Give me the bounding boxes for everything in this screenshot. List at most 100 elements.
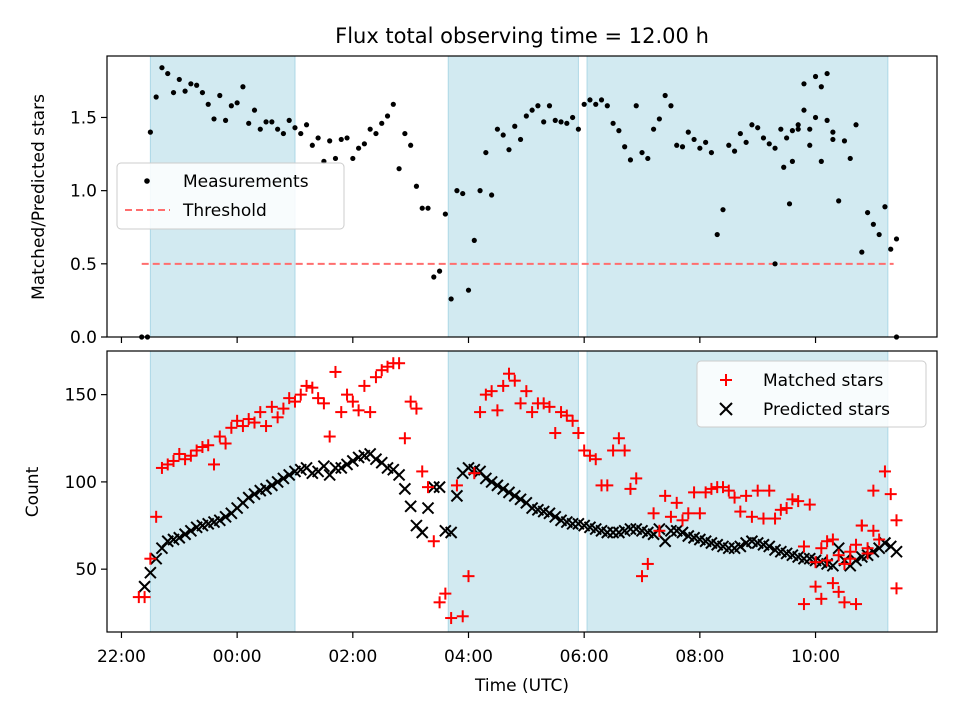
measurement-point	[176, 76, 182, 83]
measurement-point	[269, 119, 275, 125]
measurement-point	[616, 128, 622, 134]
matched-star-point	[404, 395, 417, 408]
y-tick-label: 100	[65, 473, 97, 493]
matched-star-point	[653, 524, 666, 537]
x-tick-label: 04:00	[444, 647, 493, 667]
measurement-point	[818, 158, 824, 164]
measurement-point	[489, 192, 495, 198]
matched-star-point	[248, 416, 261, 429]
matched-star-point	[670, 496, 683, 509]
matched-star-point	[734, 505, 747, 518]
measurement-point	[789, 128, 796, 134]
matched-star-point	[329, 365, 342, 378]
matched-star-point	[850, 598, 863, 611]
measurement-point	[610, 120, 616, 126]
matched-star-point	[751, 484, 764, 497]
y-tick-label: 150	[65, 386, 97, 406]
predicted-star-point	[549, 510, 562, 524]
matched-star-point	[832, 585, 845, 598]
measurement-point	[523, 113, 529, 119]
measurement-point	[650, 126, 657, 132]
matched-star-point	[664, 510, 677, 523]
measurement-point	[448, 296, 454, 302]
measurement-point	[674, 142, 680, 148]
measurement-point	[153, 94, 159, 100]
matched-star-point	[838, 557, 851, 570]
measurement-point	[506, 147, 512, 153]
measurement-point	[830, 136, 836, 143]
top-x-ticks	[120, 337, 817, 343]
measurement-point	[344, 135, 350, 141]
measurement-points	[139, 65, 900, 340]
measurement-point	[436, 268, 443, 274]
measurement-point	[222, 117, 229, 123]
matched-star-point	[850, 538, 863, 551]
x-tick-label: 08:00	[675, 647, 724, 667]
predicted-star-point	[849, 554, 863, 567]
measurement-point	[309, 142, 315, 148]
measurement-point	[598, 97, 605, 103]
matched-star-point	[745, 510, 758, 523]
top-axes-frame	[106, 55, 938, 338]
matched-star-point	[607, 444, 620, 457]
matched-star-point	[676, 514, 689, 527]
matched-star-point	[543, 400, 556, 413]
matched-star-point	[844, 545, 857, 558]
measurement-point	[743, 139, 749, 145]
predicted-star-point	[213, 514, 226, 527]
measurement-point	[194, 82, 200, 88]
observing-band	[586, 55, 889, 338]
measurement-point	[205, 101, 211, 107]
legend-measurements-label: Measurements	[183, 172, 309, 192]
measurement-point	[465, 287, 472, 293]
matched-star-point	[167, 454, 180, 467]
predicted-star-point	[566, 517, 579, 530]
matched-star-point	[786, 493, 799, 506]
measurement-point	[240, 84, 246, 90]
matched-star-point	[450, 479, 463, 492]
matched-star-point	[358, 379, 371, 392]
measurement-point	[541, 119, 547, 125]
measurement-point	[888, 246, 894, 252]
measurement-point	[286, 117, 292, 123]
matched-star-point	[647, 507, 660, 520]
measurement-point	[807, 142, 813, 148]
measurement-point	[760, 135, 767, 141]
matched-star-point	[618, 444, 631, 457]
measurement-point	[737, 130, 743, 137]
measurement-point	[147, 129, 153, 135]
measurement-point	[356, 145, 362, 151]
measurement-point	[772, 261, 778, 267]
matched-star-point	[780, 502, 793, 515]
matched-star-point	[323, 430, 336, 443]
measurement-point	[494, 126, 501, 132]
matched-star-point	[474, 406, 487, 419]
x-axis-label: Time (UTC)	[474, 676, 569, 696]
matched-star-point	[341, 388, 354, 401]
matched-star-point	[422, 481, 435, 494]
measurement-point	[408, 142, 414, 148]
measurement-point	[199, 89, 206, 96]
matched-star-point	[468, 467, 481, 480]
matched-star-point	[578, 444, 591, 457]
matched-star-point	[838, 596, 851, 609]
measurement-point	[246, 120, 252, 126]
measurement-point	[864, 209, 871, 216]
measurement-point	[442, 211, 448, 217]
measurement-point	[795, 122, 801, 128]
chart-title: Flux total observing time = 12.00 h	[335, 24, 709, 48]
predicted-star-point	[450, 489, 464, 503]
measurement-point	[564, 120, 570, 126]
matched-star-point	[682, 507, 695, 520]
predicted-star-point	[329, 461, 342, 475]
matched-star-point	[433, 596, 446, 609]
matched-star-point	[138, 591, 151, 604]
measurement-point	[170, 89, 177, 96]
predicted-star-point	[317, 459, 331, 473]
matched-star-point	[884, 488, 897, 501]
measurement-point	[327, 138, 333, 144]
matched-star-point	[445, 612, 458, 625]
matched-star-point	[821, 535, 834, 548]
bottom-y-axis-label: Count	[23, 466, 43, 517]
